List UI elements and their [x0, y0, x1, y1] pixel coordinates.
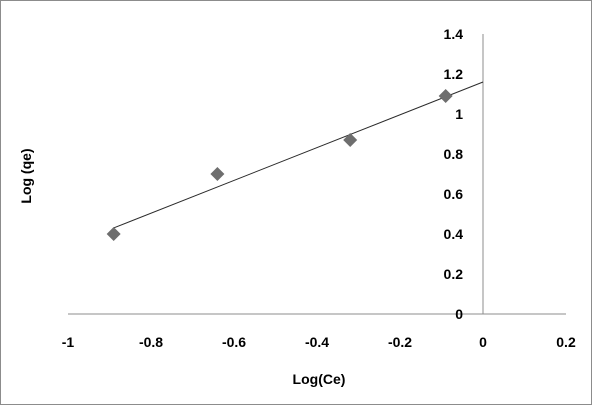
y-tick-label: 0.8 [444, 146, 464, 162]
trendline-group [113, 81, 484, 229]
x-axis-title: Log(Ce) [293, 371, 346, 387]
y-tick-label: 0.4 [444, 226, 464, 242]
x-tick-label: -0.4 [305, 334, 329, 350]
y-tick-labels: 0 0.2 0.4 0.6 0.8 1 1.2 1.4 [444, 26, 464, 322]
x-tick-label: -0.6 [222, 334, 246, 350]
data-point-marker [106, 227, 121, 241]
x-tick-label: -1 [62, 334, 75, 350]
x-tick-label: -0.8 [139, 334, 163, 350]
y-tick-label: 0 [455, 306, 463, 322]
data-points [106, 89, 453, 241]
y-tick-label: 0.6 [444, 186, 464, 202]
y-tick-label: 1.2 [444, 66, 464, 82]
axes [68, 34, 566, 315]
y-tick-label: 1.4 [444, 26, 464, 42]
data-point-marker [343, 133, 358, 147]
x-tick-label: -0.2 [388, 334, 412, 350]
data-point-marker [438, 89, 453, 103]
y-tick-label: 1 [455, 106, 463, 122]
y-tick-label: 0.2 [444, 266, 464, 282]
x-tick-label: 0 [479, 334, 487, 350]
trendline [113, 81, 484, 229]
data-point-marker [210, 167, 225, 181]
y-axis-title: Log (qe) [18, 148, 34, 203]
x-tick-labels: -1 -0.8 -0.6 -0.4 -0.2 0 0.2 [62, 334, 576, 350]
x-tick-label: 0.2 [556, 334, 576, 350]
